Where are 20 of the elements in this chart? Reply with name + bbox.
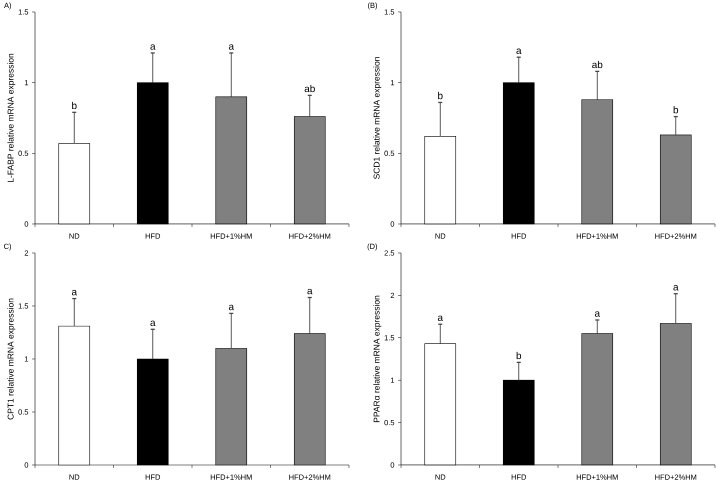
annotation: a (228, 304, 234, 310)
annotation: a (150, 320, 156, 326)
annotation: b (516, 352, 522, 360)
y-axis-title: CPT1 relative mRNA expression (7, 298, 16, 420)
annotation: a (72, 290, 78, 296)
annotation: a (228, 44, 234, 50)
annotation: a (594, 311, 600, 317)
annotation: b (674, 106, 678, 114)
annotation: b (72, 102, 77, 110)
annotation: ab (592, 60, 602, 68)
annotation: a (438, 316, 444, 322)
y-axis-title: L-FABP relative mRNA expression (7, 54, 16, 182)
y-axis-title: SCD1 relative mRNA expression (373, 57, 382, 180)
annotation: a (673, 285, 679, 290)
annotation: a (150, 44, 156, 50)
annotation: b (438, 92, 443, 100)
annotation: a (307, 288, 313, 294)
annotation: ab (304, 84, 315, 92)
annotation: a (516, 48, 522, 54)
y-axis-title: PPARα relative mRNA expression (373, 296, 382, 422)
